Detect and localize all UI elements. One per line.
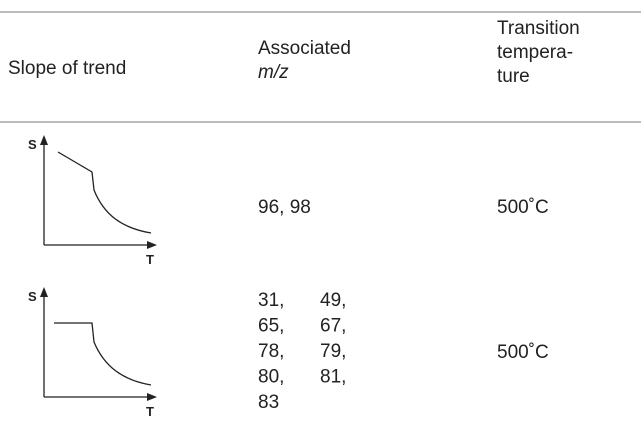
axis-label-t: T (146, 404, 154, 419)
mz-value: 81, (320, 367, 346, 388)
mz-value: 80, (258, 367, 284, 388)
axis-label-t: T (146, 252, 154, 267)
axis-label-s: S (28, 289, 37, 304)
mz-value: 79, (320, 341, 346, 362)
trend-sketch (40, 135, 157, 249)
header-mz: m/z (258, 62, 289, 83)
axis-label-s: S (28, 137, 37, 152)
mz-value: 65, (258, 316, 284, 337)
header-transition: ture (497, 66, 530, 87)
mz-value: 49, (320, 290, 346, 311)
mz-value: 78, (258, 341, 284, 362)
header-slope: Slope of trend (8, 58, 126, 79)
temperature: 500˚C (497, 197, 549, 218)
header-transition: tempera- (497, 42, 573, 63)
temperature: 500˚C (497, 342, 549, 363)
mz-value: 31, (258, 290, 284, 311)
mz-grid: 31, 49, 65, 67, 78, 79, 80, 81, 83 (258, 290, 346, 413)
header-associated: Associated (258, 38, 351, 59)
mz-values: 96, 98 (258, 197, 311, 218)
mz-value: 67, (320, 316, 346, 337)
trend-sketch (40, 287, 157, 401)
header-transition: Transition (497, 18, 580, 39)
mz-value: 83 (258, 392, 279, 413)
